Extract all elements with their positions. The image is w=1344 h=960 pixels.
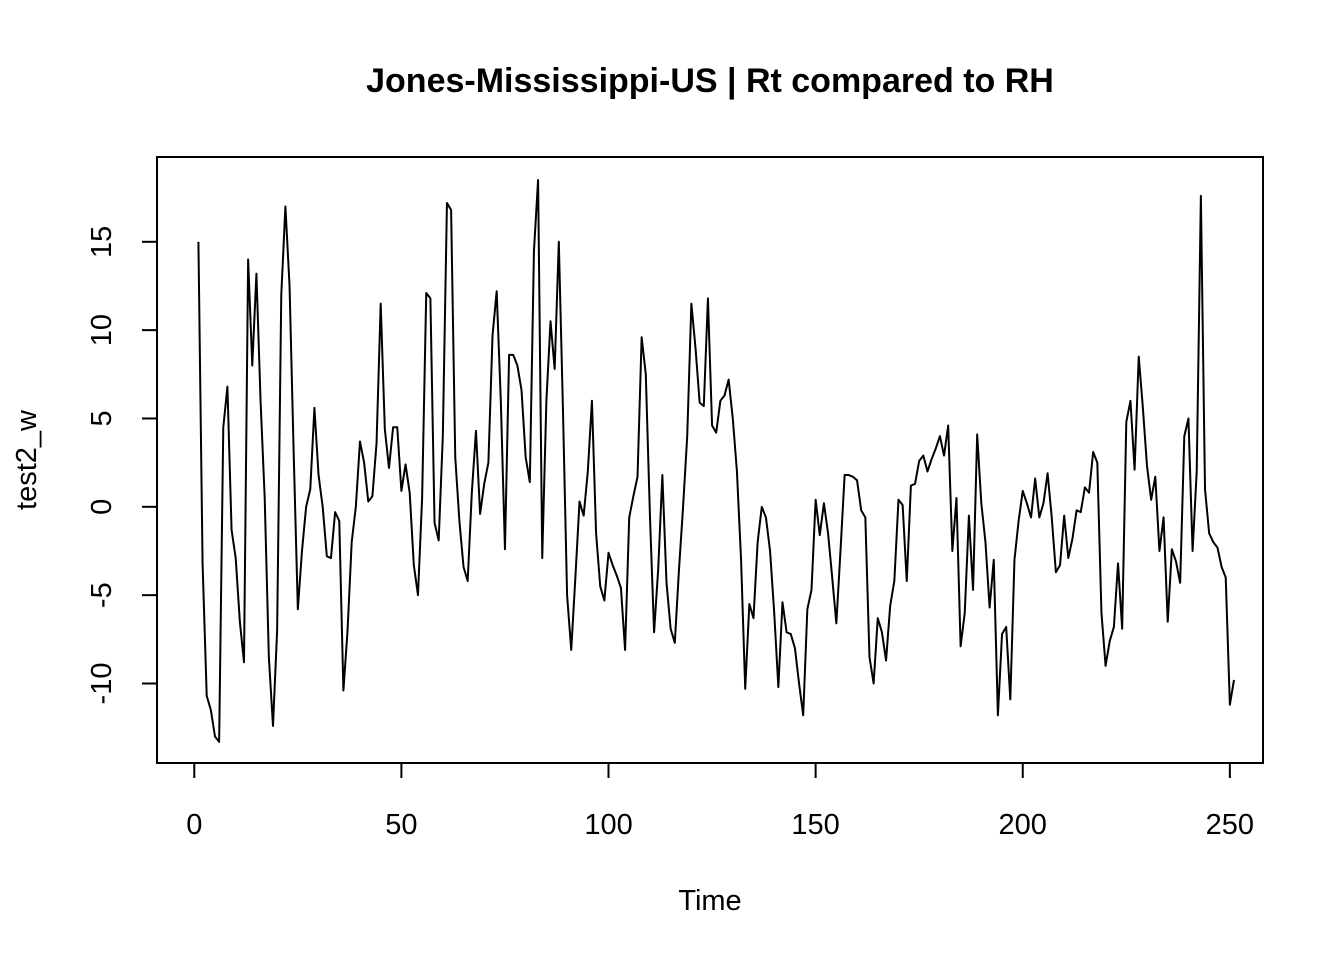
series-group (197, 178, 1235, 743)
x-tick-label: 50 (385, 809, 417, 841)
y-axis: -10 -5 0 5 10 15 (86, 226, 158, 705)
y-tick-label: 15 (86, 226, 118, 258)
x-tick-label: 0 (186, 809, 202, 841)
y-tick-label: -5 (86, 582, 118, 608)
x-tick-label: 150 (791, 809, 839, 841)
x-tick-label: 250 (1206, 809, 1254, 841)
x-axis: 0 50 100 150 200 250 (186, 762, 1254, 841)
y-axis-title: test2_w (11, 409, 43, 510)
x-tick-label: 200 (999, 809, 1047, 841)
y-tick-label: 0 (86, 499, 118, 515)
y-tick-label: -10 (86, 663, 118, 705)
chart-title: Jones-Mississippi-US | Rt compared to RH (366, 62, 1054, 100)
y-tick-label: 10 (86, 314, 118, 346)
x-tick-label: 100 (584, 809, 632, 841)
x-axis-title: Time (678, 885, 741, 917)
series-line (197, 178, 1235, 743)
y-tick-label: 5 (86, 410, 118, 426)
